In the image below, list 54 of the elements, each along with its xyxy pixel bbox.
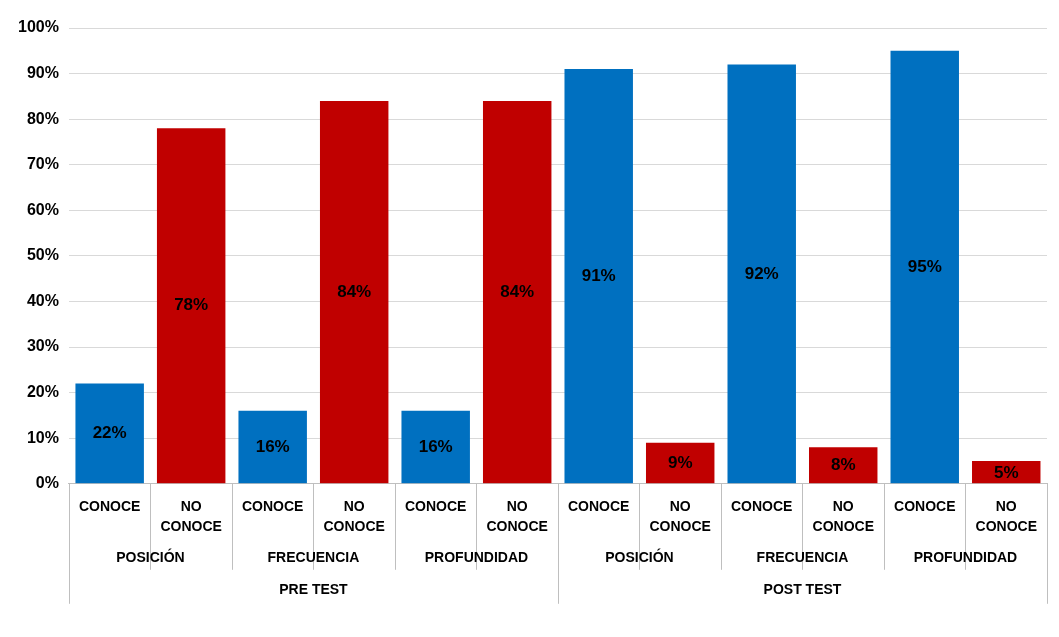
data-label: 22% — [92, 423, 127, 443]
bar — [401, 410, 470, 484]
x-tick-label: CONOCE — [731, 498, 793, 515]
text: FRECUENCIA — [267, 548, 360, 565]
data-label: 92% — [744, 263, 779, 283]
x-tick-label: NO CONOCE — [975, 498, 1037, 535]
y-tick-label: 40% — [26, 291, 59, 309]
bar — [238, 410, 307, 484]
bar — [482, 100, 552, 484]
x-tick-label: CONOCE — [78, 498, 141, 515]
x-tick-label: CONOCE — [894, 498, 956, 515]
y-tick-label: 30% — [26, 337, 59, 355]
bar — [809, 447, 878, 484]
x-tick-label: NO CONOCE — [486, 498, 548, 535]
x-tick-label: NO CONOCE — [160, 498, 222, 535]
text: POSICIÓN — [116, 547, 185, 565]
y-tick-label: 100% — [18, 18, 59, 36]
y-tick-label: 20% — [26, 383, 59, 401]
bar — [890, 50, 959, 484]
text: POSICIÓN — [605, 547, 674, 565]
y-tick-label: 90% — [26, 63, 59, 81]
bar — [75, 383, 144, 484]
y-tick-label: 50% — [26, 246, 59, 264]
x-tick-label: NO CONOCE — [812, 498, 874, 535]
y-tick-label: 10% — [26, 428, 59, 446]
text: PRE TEST — [279, 580, 349, 597]
data-label: 84% — [500, 281, 535, 301]
data-label: 16% — [255, 436, 290, 456]
y-tick-label: 80% — [26, 109, 59, 127]
x-tick-label: CONOCE — [404, 498, 467, 515]
bar — [645, 442, 715, 484]
x-tick-label: NO CONOCE — [323, 498, 385, 535]
x-tick-label: NO CONOCE — [649, 498, 711, 535]
text: PROFUNDIDAD — [424, 548, 529, 565]
y-tick-label: 60% — [26, 200, 59, 218]
y-tick-label: 0% — [35, 474, 59, 492]
data-label: 8% — [830, 455, 856, 475]
data-label: 84% — [337, 281, 372, 301]
text: POST TEST — [763, 580, 842, 597]
data-label: 91% — [581, 265, 616, 285]
data-label: 16% — [418, 436, 453, 456]
x-tick-label: CONOCE — [567, 498, 630, 515]
x-tick-label: CONOCE — [241, 498, 304, 515]
text: PROFUNDIDAD — [913, 548, 1018, 565]
data-label: 95% — [907, 256, 942, 276]
text: FRECUENCIA — [756, 548, 849, 565]
bar — [727, 64, 796, 484]
bar — [564, 69, 633, 484]
data-label: 9% — [667, 452, 693, 472]
bar — [156, 128, 226, 484]
data-label: 78% — [174, 295, 209, 315]
bar — [319, 100, 389, 484]
data-label: 5% — [993, 462, 1019, 482]
y-tick-label: 70% — [26, 155, 59, 173]
